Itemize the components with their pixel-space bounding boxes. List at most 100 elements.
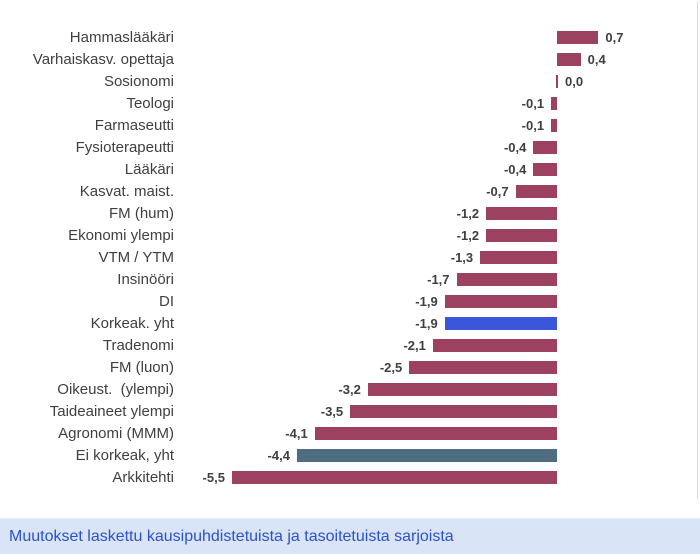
value-label: 0,4 (587, 52, 606, 67)
chart-row: Tradenomi -2,1 (0, 335, 700, 357)
category-label: Insinööri (117, 271, 174, 288)
bar (367, 383, 557, 396)
bar (409, 361, 557, 374)
bar (231, 471, 557, 484)
bar-area: 0,0 (174, 71, 700, 93)
bar-area: -4,1 (174, 423, 700, 445)
bar (486, 229, 557, 242)
bar (533, 163, 557, 176)
value-label: -4,1 (285, 426, 308, 441)
chart-row: Varhaiskasv. opettaja 0,4 (0, 49, 700, 71)
bar-area: -3,5 (174, 401, 700, 423)
category-label: FM (hum) (109, 205, 174, 222)
value-label: 0,0 (565, 74, 584, 89)
category-label: Fysioterapeutti (75, 139, 174, 156)
category-label: Taideaineet ylempi (49, 403, 174, 420)
bar-area: -2,5 (174, 357, 700, 379)
category-label: Varhaiskasv. opettaja (32, 51, 174, 68)
bar (557, 53, 581, 66)
category-label: FM (luon) (109, 359, 174, 376)
chart-row: Fysioterapeutti -0,4 (0, 137, 700, 159)
category-label: Tradenomi (102, 337, 174, 354)
bar-area: 0,4 (174, 49, 700, 71)
category-label: Korkeak. yht (90, 315, 174, 332)
bar (444, 317, 557, 330)
chart-row: Farmaseutti -0,1 (0, 115, 700, 137)
category-label: Teologi (126, 95, 174, 112)
chart-row: Sosionomi 0,0 (0, 71, 700, 93)
bar (551, 97, 557, 110)
chart-row: Ekonomi ylempi -1,2 (0, 225, 700, 247)
bar (557, 31, 599, 44)
plot-right-border (697, 2, 698, 499)
category-label: Oikeust. (ylempi) (57, 381, 174, 398)
chart-row: Arkkitehti -5,5 (0, 467, 700, 489)
bar-area: -0,7 (174, 181, 700, 203)
category-label: Farmaseutti (94, 117, 174, 134)
bar-chart: Hammaslääkäri 0,7 Varhaiskasv. opettaja 0,4… (0, 27, 700, 489)
value-label: -0,1 (521, 96, 545, 111)
category-label: DI (159, 293, 174, 310)
bar-area: -0,1 (174, 115, 700, 137)
category-label: Hammaslääkäri (69, 29, 174, 46)
chart-row: FM (hum) -1,2 (0, 203, 700, 225)
chart-row: Hammaslääkäri 0,7 (0, 27, 700, 49)
chart-row: VTM / YTM -1,3 (0, 247, 700, 269)
bar (444, 295, 557, 308)
bar (432, 339, 557, 352)
bar (350, 405, 557, 418)
chart-row: Kasvat. maist. -0,7 (0, 181, 700, 203)
chart-row: Taideaineet ylempi -3,5 (0, 401, 700, 423)
bar-area: -5,5 (174, 467, 700, 489)
bar (314, 427, 557, 440)
bar-area: -1,7 (174, 269, 700, 291)
bar-area: -3,2 (174, 379, 700, 401)
value-label: -3,5 (320, 404, 344, 419)
value-label: -2,5 (379, 360, 403, 375)
chart-row: Teologi -0,1 (0, 93, 700, 115)
value-label: -2,1 (403, 338, 426, 353)
value-label: -1,9 (415, 316, 438, 331)
bar (296, 449, 557, 462)
bar (515, 185, 557, 198)
value-label: -1,9 (415, 294, 438, 309)
bar-area: -1,9 (174, 313, 700, 335)
value-label: -1,3 (450, 250, 474, 265)
bar-area: -2,1 (174, 335, 700, 357)
value-label: -1,7 (427, 272, 450, 287)
footer-caption: Muutokset laskettu kausipuhdistetuista j… (0, 518, 700, 554)
category-label: Kasvat. maist. (79, 183, 174, 200)
value-label: -0,7 (486, 184, 509, 199)
chart-row: DI -1,9 (0, 291, 700, 313)
bar (486, 207, 557, 220)
bar-area: -1,2 (174, 225, 700, 247)
bar-area: 0,7 (174, 27, 700, 49)
bar (533, 141, 557, 154)
bar-area: -1,9 (174, 291, 700, 313)
value-label: 0,7 (605, 30, 624, 45)
bar-area: -0,4 (174, 159, 700, 181)
category-label: Sosionomi (103, 73, 174, 90)
bar-area: -4,4 (174, 445, 700, 467)
value-label: -0,1 (521, 118, 545, 133)
bar-area: -1,3 (174, 247, 700, 269)
bar (551, 119, 557, 132)
bar (556, 75, 558, 88)
value-label: -1,2 (456, 228, 480, 243)
category-label: Ekonomi ylempi (68, 227, 174, 244)
chart-row: Oikeust. (ylempi) -3,2 (0, 379, 700, 401)
chart-row: FM (luon) -2,5 (0, 357, 700, 379)
bar-area: -0,1 (174, 93, 700, 115)
value-label: -5,5 (202, 470, 225, 485)
value-label: -1,2 (456, 206, 480, 221)
bar-area: -1,2 (174, 203, 700, 225)
bar-area: -0,4 (174, 137, 700, 159)
category-label: Lääkäri (124, 161, 174, 178)
value-label: -0,4 (503, 140, 527, 155)
chart-row: Agronomi (MMM) -4,1 (0, 423, 700, 445)
chart-row: Insinööri -1,7 (0, 269, 700, 291)
category-label: Arkkitehti (112, 469, 174, 486)
chart-row: Korkeak. yht -1,9 (0, 313, 700, 335)
category-label: VTM / YTM (98, 249, 174, 266)
chart-row: Lääkäri -0,4 (0, 159, 700, 181)
